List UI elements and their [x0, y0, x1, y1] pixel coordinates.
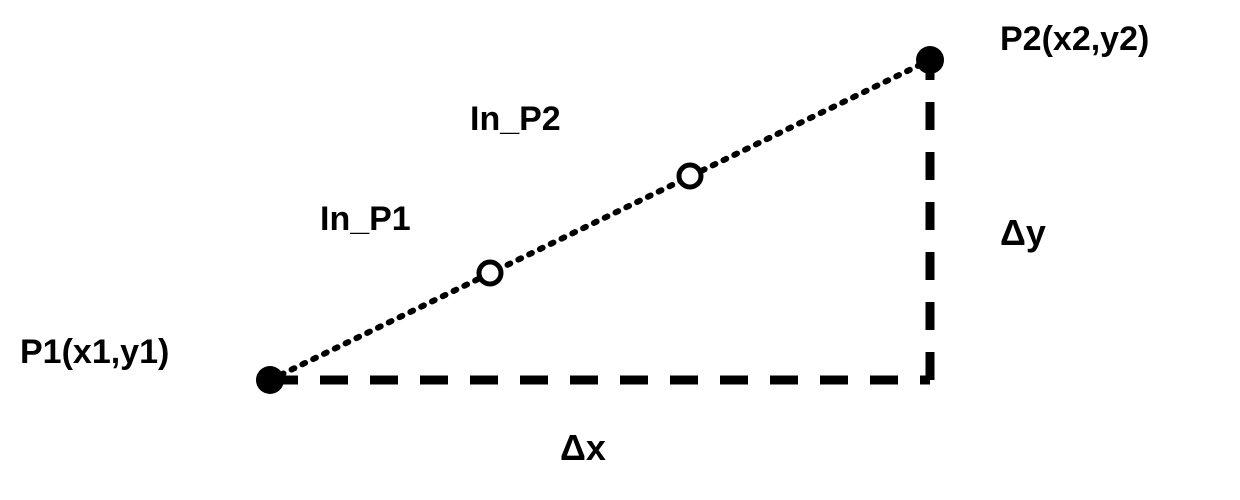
diagram-canvas: P1(x1,y1) P2(x2,y2) In_P1 In_P2 Δx Δy — [0, 0, 1240, 500]
point-in-p1 — [479, 262, 501, 284]
label-delta-y: Δy — [1000, 212, 1046, 253]
label-p2: P2(x2,y2) — [1000, 20, 1149, 58]
label-in-p1: In_P1 — [320, 200, 411, 238]
label-delta-x: Δx — [560, 427, 606, 468]
point-p2 — [916, 46, 944, 74]
point-in-p2 — [679, 165, 701, 187]
label-in-p2: In_P2 — [470, 100, 561, 138]
point-p1 — [256, 366, 284, 394]
label-p1: P1(x1,y1) — [20, 333, 169, 371]
